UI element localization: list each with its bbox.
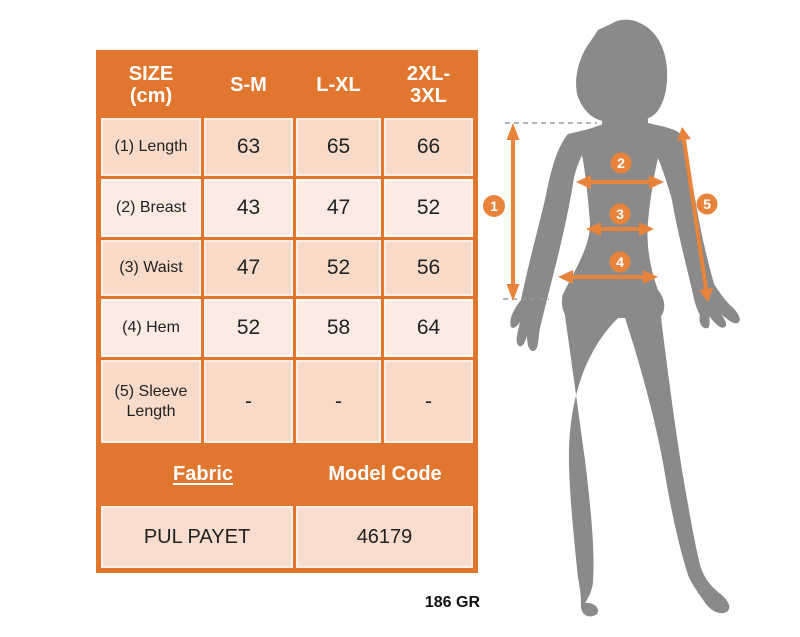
info-header-row: Fabric Model Code: [97, 443, 477, 506]
silhouette-left-leg: [562, 295, 618, 617]
hem-2xl3xl: 64: [381, 296, 477, 360]
model-code-value: 46179: [293, 503, 477, 572]
marker-number-1: 1: [490, 198, 498, 214]
marker-number-4: 4: [616, 254, 624, 270]
table-row-waist: (3) Waist 47 52 56: [97, 237, 477, 299]
hem-lxl: 58: [293, 296, 384, 360]
marker-circle-3: 3: [609, 203, 631, 225]
measure-arrow-hem: [558, 270, 658, 284]
weight-note: 186 GR: [424, 594, 480, 611]
marker-circle-5: 5: [696, 193, 718, 215]
header-col-2xl3xl: 2XL- 3XL: [381, 51, 477, 118]
header-size-cm: SIZE (cm): [97, 51, 204, 118]
length-lxl: 65: [293, 115, 384, 179]
sleeve-sm: -: [201, 357, 296, 446]
body-measurement-diagram: 1 2 3 4 5: [483, 19, 740, 617]
marker-circle-2: 2: [610, 152, 632, 174]
marker-circle-4: 4: [609, 251, 631, 273]
row-label-breast: (2) Breast: [97, 176, 204, 240]
fabric-value: PUL PAYET: [97, 503, 296, 572]
sleeve-lxl: -: [293, 357, 384, 446]
silhouette-right-leg: [625, 292, 730, 614]
row-label-sleeve: (5) Sleeve Length: [97, 357, 204, 446]
header-col-sm: S-M: [201, 51, 296, 118]
model-code-header-label: Model Code: [328, 463, 442, 485]
breast-sm: 43: [201, 176, 296, 240]
info-value-row: PUL PAYET 46179: [97, 503, 477, 572]
header-size-line1: SIZE: [128, 62, 174, 85]
header-col-lxl: L-XL: [293, 51, 384, 118]
table-header-row: SIZE (cm) S-M L-XL 2XL- 3XL: [97, 51, 477, 118]
waist-lxl: 52: [293, 237, 384, 299]
length-sm: 63: [201, 115, 296, 179]
marker-circle-1: 1: [483, 195, 505, 217]
marker-number-3: 3: [616, 206, 624, 222]
table-row-sleeve: (5) Sleeve Length - - -: [97, 357, 477, 446]
header-2xl3xl-line2: 3XL: [410, 85, 447, 107]
row-label-length: (1) Length: [97, 115, 204, 179]
row-label-waist: (3) Waist: [97, 237, 204, 299]
hem-sm: 52: [201, 296, 296, 360]
waist-sm: 47: [201, 237, 296, 299]
measure-arrow-breast: [576, 175, 664, 189]
measure-arrow-waist: [586, 222, 654, 236]
size-chart-table: SIZE (cm) S-M L-XL 2XL- 3XL (1) Length 6…: [96, 50, 478, 573]
waist-2xl3xl: 56: [381, 237, 477, 299]
table-row-length: (1) Length 63 65 66: [97, 115, 477, 179]
header-size-line2: (cm): [129, 85, 173, 107]
breast-2xl3xl: 52: [381, 176, 477, 240]
marker-number-2: 2: [617, 155, 625, 171]
header-2xl3xl-line1: 2XL-: [406, 62, 451, 85]
fabric-header-label: Fabric: [172, 463, 234, 485]
sleeve-2xl3xl: -: [381, 357, 477, 446]
measure-arrow-length: [506, 123, 520, 301]
female-silhouette: [510, 19, 740, 617]
measure-markers: 1 2 3 4 5: [483, 152, 718, 273]
info-header-band: Fabric Model Code: [97, 443, 477, 506]
table-row-breast: (2) Breast 43 47 52: [97, 176, 477, 240]
row-label-hem: (4) Hem: [97, 296, 204, 360]
table-row-hem: (4) Hem 52 58 64: [97, 296, 477, 360]
silhouette-torso-arms: [510, 100, 740, 352]
measure-arrow-sleeve: [677, 127, 713, 302]
length-2xl3xl: 66: [381, 115, 477, 179]
marker-number-5: 5: [703, 196, 711, 212]
breast-lxl: 47: [293, 176, 384, 240]
